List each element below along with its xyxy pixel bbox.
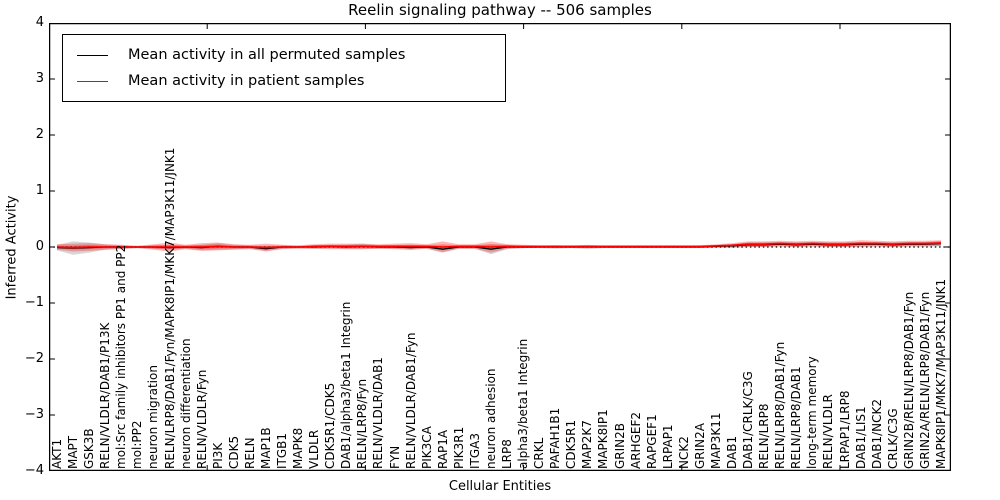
y-tick-label: −1 [24,295,44,310]
x-axis-title: Cellular Entities [448,479,552,494]
x-category-label: RELN/VLDLR/DAB1 [371,357,386,469]
x-category-label: MAP2K7 [580,420,595,469]
x-category-label: MAPT [66,435,81,469]
x-category-label: PI3K [210,442,225,469]
x-category-label: neuron migration [146,365,161,469]
y-tick-label: 3 [35,71,44,86]
x-category-label: DAB1 [725,435,740,469]
x-category-label: GRIN2B/RELN/LRP8/DAB1/Fyn [901,291,916,469]
x-category-label: CRKL [532,437,547,469]
x-category-label: RELN/LRP8/DAB1/Fyn [773,341,788,469]
x-category-label: FYN [387,445,402,469]
x-category-label: long-term memory [805,356,820,469]
legend-entry-permuted: Mean activity in all permuted samples [75,42,505,68]
x-category-label: neuron adhesion [483,368,498,469]
x-category-label: RELN/LRP8/DAB1 [789,366,804,469]
x-category-label: RELN/LRP8 [757,403,772,469]
x-category-label: RELN/VLDLR [821,394,836,469]
x-category-label: RELN/VLDLR/DAB1/Fyn [403,332,418,469]
x-category-label: NCK2 [676,436,691,469]
x-category-label: alpha3/beta1 Integrin [516,338,531,469]
x-category-label: CDK5R1/CDK5 [323,382,338,469]
x-category-label: LRPAP1/LRP8 [837,390,852,469]
y-tick-label: 4 [35,15,44,30]
x-category-label: CDK5R1 [564,419,579,469]
x-category-label: RELN [242,437,257,469]
x-category-label: VLDLR [307,429,322,469]
legend-entry-patient: Mean activity in patient samples [75,68,505,94]
y-tick-label: 1 [35,183,44,198]
x-category-label: MAPK8IP1/MKK7/MAP3K11/JNK1 [933,278,948,469]
axes-spine [49,23,951,471]
y-tick-label: 2 [35,127,44,142]
x-category-label: DAB1/alpha3/beta1 Integrin [339,301,354,469]
x-category-label: AKT1 [50,438,64,469]
x-category-label: MAPK8IP1 [596,409,611,469]
legend: Mean activity in all permuted samples Me… [62,34,506,102]
x-category-label: RELN/VLDLR/DAB1/P13K [98,322,113,469]
x-category-label: GRIN2A/RELN/LRP8/DAB1/Fyn [917,291,932,469]
x-category-label: GRIN2A [692,423,707,469]
x-category-label: LRPAP1 [660,424,675,469]
x-category-label: DAB1/NCK2 [869,398,884,469]
x-category-label: mol:PP2 [130,420,145,469]
x-category-label: MAPK8 [291,427,306,469]
legend-label-patient: Mean activity in patient samples [128,73,365,89]
patient-line-swatch-icon [77,80,108,82]
x-category-label: GRIN2B [612,422,627,469]
x-category-label: PAFAH1B1 [548,407,563,469]
x-category-label: CDK5 [226,435,241,469]
patient-mean-line [56,242,942,249]
x-category-label: RAPGEF1 [644,414,659,469]
legend-label-permuted: Mean activity in all permuted samples [128,47,406,63]
plot-area: Mean activity in all permuted samples Me… [49,23,951,471]
y-tick-label: 0 [35,239,44,254]
x-category-label: MAP3K11 [708,412,723,469]
x-category-label: RAP1A [435,429,450,469]
chart-canvas [49,23,951,471]
x-category-label: neuron differentiation [178,338,193,469]
x-category-label: PIK3R1 [451,426,466,469]
x-category-label: GSK3B [82,428,97,469]
x-category-label: ARHGEF2 [628,412,643,469]
y-tick-label: −2 [24,351,44,366]
x-category-label: MAP1B [258,427,273,469]
x-category-label: DAB1/CRLK/C3G [741,371,756,469]
x-category-label: ITGB1 [275,432,290,469]
x-category-label: LRP8 [500,439,515,469]
x-category-label: RELN/LRP8/Fyn [355,378,370,469]
x-category-label: mol:Src family inhibitors PP1 and PP2 [114,244,129,469]
axis-tick-marks [49,23,951,471]
y-tick-label: −4 [24,463,44,478]
x-category-label: CRLK/C3G [885,408,900,469]
x-category-label: RELN/VLDLR/Fyn [194,369,209,469]
x-category-label: RELN/LRP8/DAB1/Fyn/MAPK8IP1/MKK7/MAP3K11… [162,147,177,469]
permuted-line-swatch-icon [77,54,108,56]
x-category-label: PIK3CA [419,426,434,469]
y-tick-label: −3 [24,407,44,422]
x-category-label: ITGA3 [467,432,482,469]
chart-title: Reelin signaling pathway -- 506 samples [348,1,652,19]
x-category-label: DAB1/LIS1 [853,406,868,469]
